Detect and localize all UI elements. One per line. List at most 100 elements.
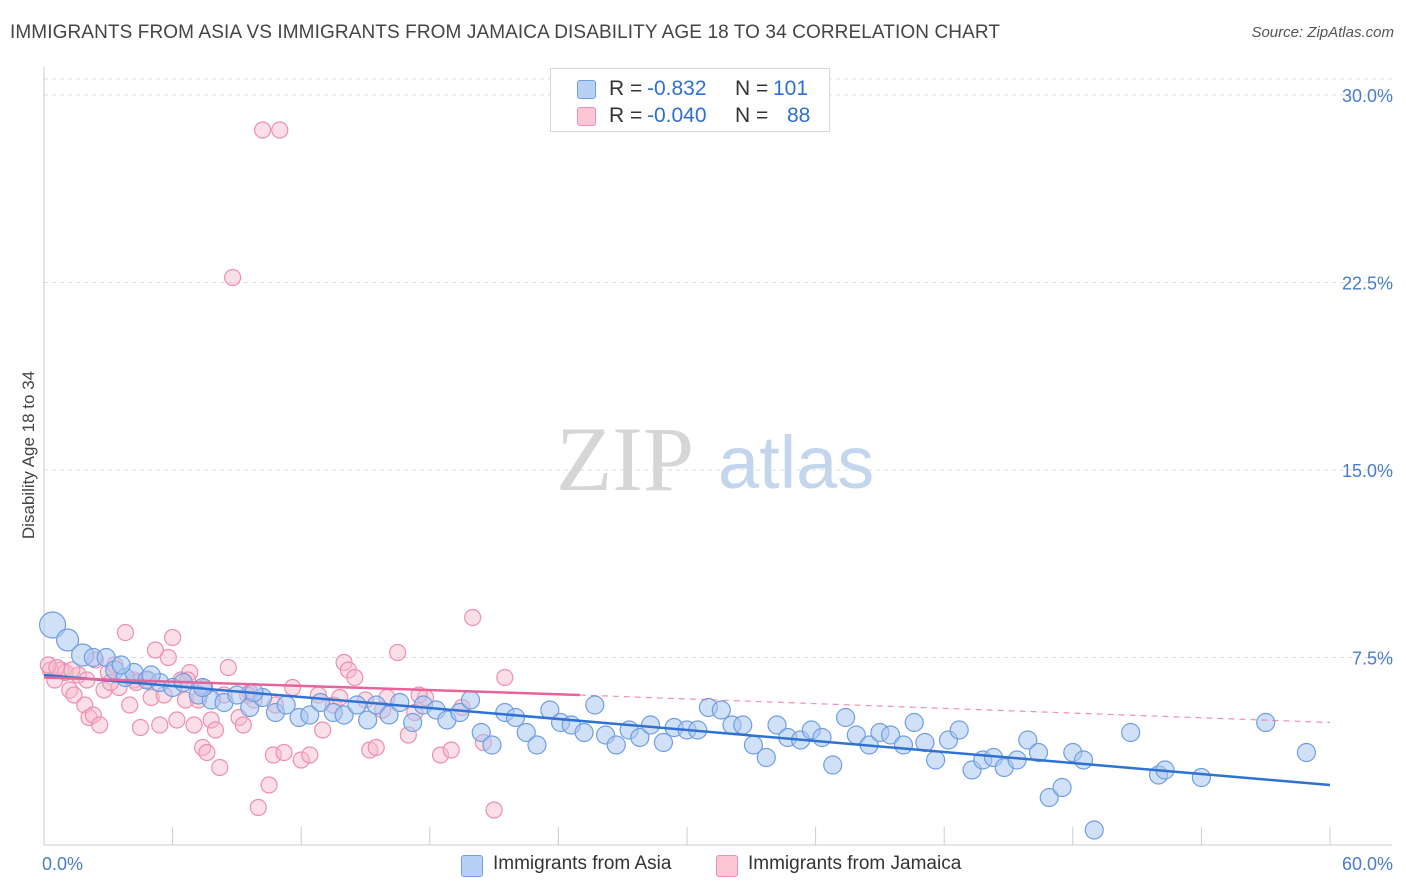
y-tick-label: 30.0% [1342,86,1393,106]
asia-point [471,722,491,743]
asia-point [653,732,674,753]
asia-point [111,655,131,675]
asia-point [767,715,787,735]
asia-point [516,722,536,743]
asia-point [55,628,80,652]
jamaica-point [131,718,150,737]
jamaica-point [206,721,225,739]
legend-r-value: -0.040 [647,104,707,127]
asia-point [585,695,605,715]
source-label: Source: ZipAtlas.com [1251,24,1394,41]
legend-r-value: -0.832 [647,77,707,100]
watermark: ZIP atlas [556,408,874,510]
jamaica-point [485,801,503,819]
tick-labels: 7.5% 15.0% 22.5% 30.0% 0.0% 60.0% [42,86,1393,874]
asia-swatch [577,80,596,99]
jamaica-point [219,658,237,677]
jamaica-swatch [577,107,596,126]
x-tick-label: 0.0% [42,854,83,874]
asia-point [574,722,594,743]
asia-point [347,695,367,715]
watermark-zip: ZIP [556,408,694,510]
jamaica-point [389,643,407,662]
jamaica-point [234,716,252,734]
asia-point [1018,730,1038,750]
series-legend: Immigrants from Asia Immigrants from Jam… [0,852,1406,878]
asia-point [926,750,946,770]
asia-point [711,700,731,720]
jamaica-point [464,608,482,627]
legend-n-label: N = [735,77,769,100]
asia-point [881,725,901,745]
jamaica-point [48,658,66,677]
asia-point [38,611,67,639]
y-tick-label: 15.0% [1342,461,1393,481]
jamaica-point [91,716,109,734]
asia-point [1121,722,1141,743]
asia-point [1028,742,1049,763]
jamaica-point [284,678,302,697]
legend-row-asia: R = -0.832 N = 101 [551,75,829,103]
asia-point [904,712,924,733]
legend-row-jamaica: R = -0.040 N = 88 [551,102,829,130]
jamaica-trendline [43,676,580,697]
jamaica-legend-label: Immigrants from Jamaica [748,853,962,874]
jamaica-point [121,696,139,714]
jamaica-legend-swatch [716,855,738,877]
jamaica-point [116,623,135,642]
jamaica-trendline-extension [579,694,1331,724]
asia-point [300,705,320,725]
jamaica-point [431,746,450,764]
asia-series [38,611,1317,840]
jamaica-point [65,686,83,704]
jamaica-point [198,743,216,762]
asia-point [949,720,969,740]
legend-n-value: 88 [787,104,811,127]
asia-point [836,707,856,728]
asia-legend-swatch [461,855,483,877]
jamaica-point [260,776,278,794]
asia-point [1256,712,1276,733]
jamaica-point [142,688,160,707]
jamaica-point [151,716,169,734]
jamaica-point [185,716,203,734]
asia-point [733,715,753,735]
jamaica-point [84,706,102,724]
asia-point [1296,742,1317,763]
axes [43,67,1392,846]
jamaica-point [301,746,319,764]
asia-point [390,692,410,713]
asia-point [403,712,423,733]
asia-point [893,735,914,755]
asia-point [379,705,399,725]
asia-point [756,747,776,768]
asia-point [505,707,526,728]
jamaica-point [442,741,460,759]
jamaica-point [224,268,242,287]
jamaica-point [202,711,220,729]
jamaica-point [264,746,282,764]
jamaica-point [346,668,364,687]
legend-r-label: R = [609,77,643,100]
asia-point [460,690,481,710]
y-tick-label: 7.5% [1352,649,1393,669]
asia-point [358,710,378,730]
grid-lines [44,78,1392,658]
asia-point [630,727,650,748]
asia-point [812,727,832,748]
asia-legend-label: Immigrants from Asia [493,853,672,874]
asia-point [1039,787,1059,808]
watermark-atlas: atlas [718,421,874,504]
asia-point [640,715,661,735]
asia-point [1052,777,1072,798]
asia-point [606,735,626,755]
y-tick-label: 22.5% [1342,274,1393,294]
asia-point [1191,767,1212,788]
jamaica-point [292,751,310,769]
asia-point [823,755,843,775]
jamaica-point [164,628,182,647]
asia-point [1084,820,1104,840]
jamaica-point [146,641,165,659]
jamaica-point [159,648,177,667]
